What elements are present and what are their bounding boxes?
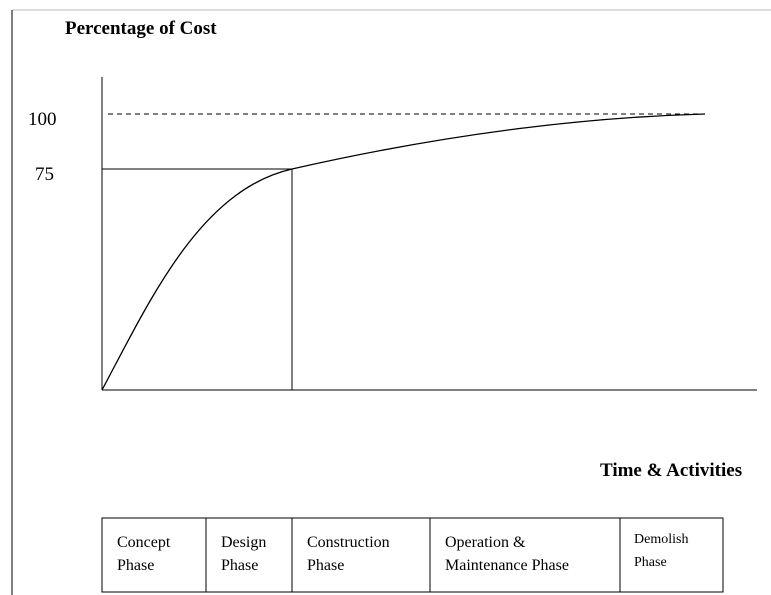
phase-label: Phase <box>307 557 344 574</box>
title: Percentage of Cost <box>65 18 217 39</box>
phase-label: Phase <box>221 557 258 574</box>
phase-label: Phase <box>117 557 154 574</box>
phase-label: Demolish <box>634 532 688 547</box>
y-label: 75 <box>35 164 54 185</box>
phase-table <box>101 517 724 593</box>
phase-label: Operation & <box>445 534 526 551</box>
phase-label: Construction <box>307 534 390 551</box>
x-label: Time & Activities <box>600 460 742 481</box>
phase-label: Phase <box>634 555 667 570</box>
y-label: 100 <box>28 109 57 130</box>
phase-label: Design <box>221 534 266 551</box>
cost-curve <box>101 113 706 391</box>
phase-label: Concept <box>117 534 171 551</box>
phase-label: Maintenance Phase <box>445 557 569 574</box>
